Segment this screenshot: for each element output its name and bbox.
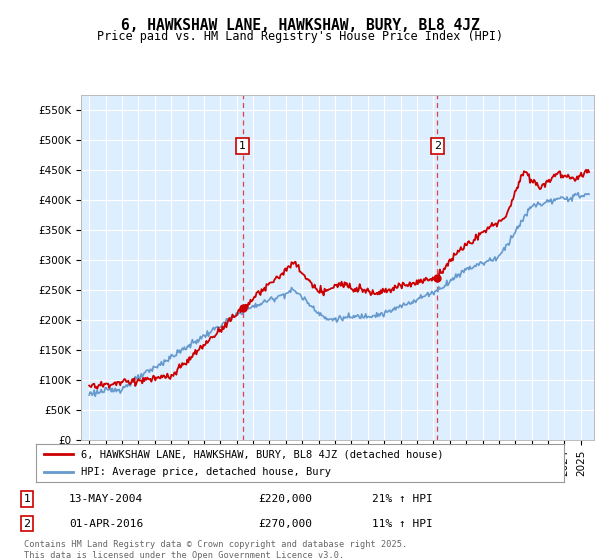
Text: 13-MAY-2004: 13-MAY-2004 (69, 494, 143, 504)
Text: 2: 2 (434, 141, 441, 151)
Text: £270,000: £270,000 (258, 519, 312, 529)
Text: 1: 1 (23, 494, 31, 504)
Text: HPI: Average price, detached house, Bury: HPI: Average price, detached house, Bury (81, 467, 331, 477)
Text: 2: 2 (23, 519, 31, 529)
Text: £220,000: £220,000 (258, 494, 312, 504)
Point (238, 304, 248, 312)
Text: 11% ↑ HPI: 11% ↑ HPI (372, 519, 433, 529)
Point (433, 273, 442, 282)
Text: 01-APR-2016: 01-APR-2016 (69, 519, 143, 529)
Text: Price paid vs. HM Land Registry's House Price Index (HPI): Price paid vs. HM Land Registry's House … (97, 30, 503, 43)
Text: 6, HAWKSHAW LANE, HAWKSHAW, BURY, BL8 4JZ: 6, HAWKSHAW LANE, HAWKSHAW, BURY, BL8 4J… (121, 18, 479, 33)
Text: 6, HAWKSHAW LANE, HAWKSHAW, BURY, BL8 4JZ (detached house): 6, HAWKSHAW LANE, HAWKSHAW, BURY, BL8 4J… (81, 449, 443, 459)
Text: 21% ↑ HPI: 21% ↑ HPI (372, 494, 433, 504)
Text: 1: 1 (239, 141, 246, 151)
Text: Contains HM Land Registry data © Crown copyright and database right 2025.
This d: Contains HM Land Registry data © Crown c… (24, 540, 407, 559)
